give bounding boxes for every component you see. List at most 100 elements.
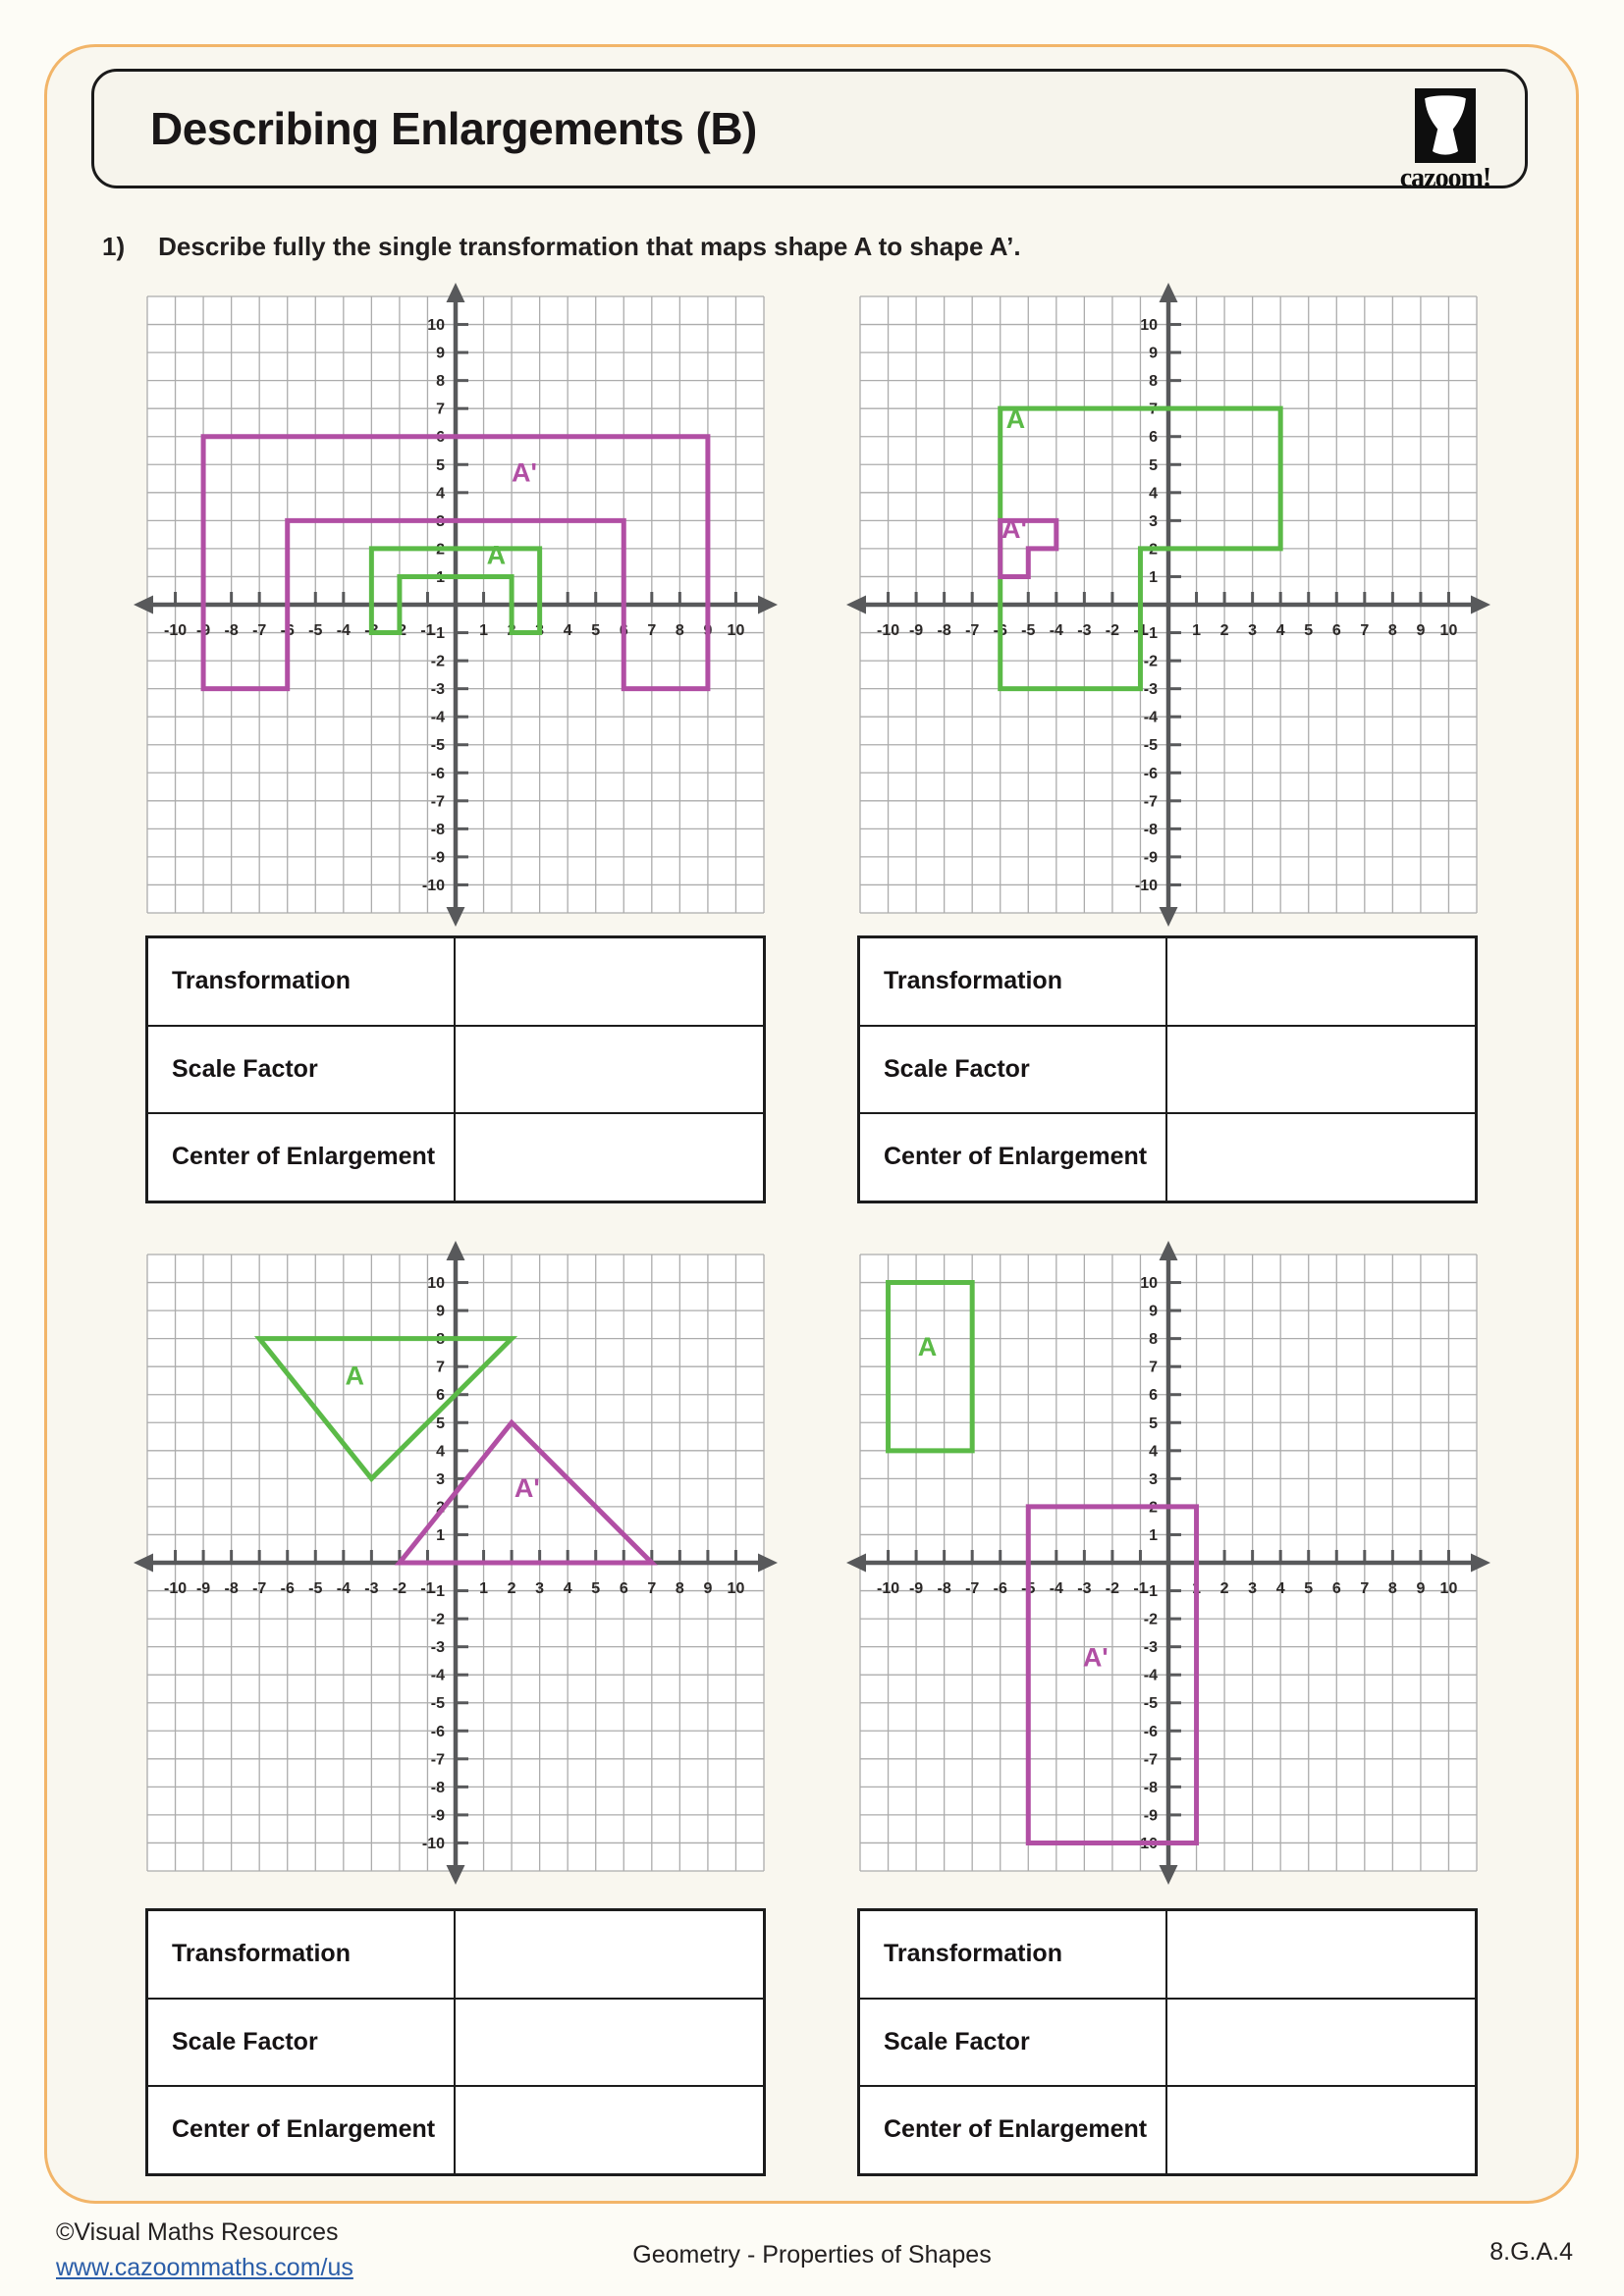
y-tick-label: 9: [1149, 1304, 1158, 1320]
x-tick-label: -7: [252, 622, 266, 639]
shape-label-A': A': [1083, 1643, 1109, 1673]
question-number: 1): [102, 232, 126, 261]
x-tick-label: 2: [508, 1580, 516, 1597]
shape-A: [886, 1280, 975, 1454]
answer-cell: [1167, 1911, 1475, 1998]
y-tick-label: -6: [1144, 1724, 1158, 1740]
x-tick-label: 9: [1416, 622, 1425, 639]
table-row: Transformation: [860, 1911, 1475, 2000]
x-tick-label: 1: [1192, 622, 1201, 639]
y-tick-label: -3: [1144, 1639, 1158, 1656]
x-tick-label: -5: [308, 622, 322, 639]
table-row: Center of Enlargement: [860, 2087, 1475, 2174]
x-tick-label: 2: [1220, 1580, 1229, 1597]
y-tick-label: -9: [1144, 849, 1158, 866]
x-tick-label: -8: [938, 622, 951, 639]
shape-A: [998, 405, 1283, 692]
shape-label-A: A: [918, 1332, 938, 1362]
table-row: Scale Factor: [860, 1999, 1475, 2088]
x-tick-label: -9: [196, 1580, 210, 1597]
y-tick-label: -5: [1144, 1695, 1158, 1712]
x-tick-label: 5: [1304, 622, 1313, 639]
x-tick-label: 10: [1440, 622, 1458, 639]
logo-wordmark: cazoom!: [1399, 163, 1492, 193]
x-tick-label: 6: [620, 1580, 628, 1597]
table-row: Center of Enlargement: [148, 1114, 763, 1201]
axis-arrow-left: [134, 1553, 153, 1573]
x-tick-label: 5: [1304, 1580, 1313, 1597]
table-row: Transformation: [860, 938, 1475, 1027]
row-label-transformation: Transformation: [860, 1911, 1167, 1998]
x-tick-label: 7: [647, 622, 656, 639]
axis-arrow-down: [1159, 1865, 1178, 1885]
shape-A: [368, 546, 543, 636]
x-tick-label: 8: [676, 1580, 684, 1597]
y-tick-label: -4: [431, 710, 445, 726]
answer-cell: [1167, 938, 1475, 1025]
y-tick-label: -5: [1144, 737, 1158, 754]
row-label-scale-factor: Scale Factor: [860, 1026, 1167, 1113]
x-tick-label: -10: [164, 622, 187, 639]
y-tick-label: -10: [422, 878, 445, 894]
x-tick-label: 7: [1360, 1580, 1369, 1597]
y-tick-label: -5: [431, 1695, 445, 1712]
y-tick-label: -2: [431, 654, 445, 670]
axis-arrow-right: [758, 1553, 778, 1573]
answer-cell: [456, 2000, 763, 2086]
x-tick-label: -2: [393, 1580, 406, 1597]
x-tick-label: 8: [1388, 622, 1397, 639]
answer-cell: [456, 2087, 763, 2173]
x-tick-label: 3: [1248, 622, 1257, 639]
x-tick-label: 8: [676, 622, 684, 639]
answer-cell: [456, 1027, 763, 1113]
x-tick-label: 7: [647, 1580, 656, 1597]
answer-cell: [1167, 2000, 1475, 2086]
y-tick-label: 3: [1149, 513, 1158, 530]
website-link[interactable]: www.cazoommaths.com/us: [56, 2254, 353, 2281]
x-tick-label: -7: [965, 1580, 979, 1597]
y-tick-label: 1: [1149, 1527, 1158, 1544]
coordinate-grid-4: -10 -9 -8 -7 -6 -5 -4 -3 -2 -1 1 2 3 4 5 6 7 8 9 10 10 9 8 7 6 5 4…: [844, 1239, 1492, 1887]
y-tick-label: 7: [436, 1360, 445, 1376]
answer-table-3: Transformation Scale Factor Center of En…: [145, 1908, 766, 2176]
table-row: Scale Factor: [148, 1026, 763, 1115]
axis-arrow-up: [446, 283, 465, 302]
x-tick-label: 3: [535, 1580, 544, 1597]
axis-arrow-down: [446, 1865, 465, 1885]
x-tick-label: -9: [909, 1580, 923, 1597]
row-label-scale-factor: Scale Factor: [148, 1026, 456, 1113]
table-row: Transformation: [148, 1911, 763, 2000]
coordinate-grid-2: -10 -9 -8 -7 -6 -5 -4 -3 -2 -1 1 2 3 4 5 6 7 8 9 10 10 9 8 7 6 5 4…: [844, 281, 1492, 929]
shape-label-A: A: [487, 541, 507, 570]
question-1: 1) Describe fully the single transformat…: [102, 232, 1021, 262]
y-tick-label: -10: [1135, 878, 1158, 894]
y-tick-label: 5: [436, 1415, 445, 1432]
x-tick-label: -1: [1133, 1580, 1147, 1597]
y-tick-label: 10: [1140, 317, 1158, 334]
y-tick-label: 9: [436, 1304, 445, 1320]
shape-label-A: A: [345, 1362, 364, 1391]
x-tick-label: -4: [1050, 1580, 1063, 1597]
x-tick-label: 3: [1248, 1580, 1257, 1597]
y-tick-label: 6: [436, 1387, 445, 1404]
y-tick-label: 5: [1149, 457, 1158, 474]
axis-arrow-up: [446, 1241, 465, 1260]
y-tick-label: -2: [1144, 654, 1158, 670]
y-tick-label: 8: [1149, 373, 1158, 390]
y-tick-label: 10: [427, 1275, 445, 1292]
y-tick-label: -2: [431, 1612, 445, 1629]
x-tick-label: 4: [564, 1580, 572, 1597]
y-tick-label: 6: [1149, 1387, 1158, 1404]
x-tick-label: -10: [877, 622, 899, 639]
x-tick-label: 9: [1416, 1580, 1425, 1597]
x-tick-label: -4: [337, 1580, 351, 1597]
row-label-scale-factor: Scale Factor: [148, 1999, 456, 2086]
answer-cell: [1167, 2087, 1475, 2173]
standard-code: 8.G.A.4: [1489, 2238, 1573, 2266]
y-tick-label: 3: [1149, 1471, 1158, 1488]
x-tick-label: 1: [479, 622, 488, 639]
shape-A': [200, 434, 711, 692]
y-tick-label: -3: [1144, 681, 1158, 698]
y-tick-label: -3: [431, 681, 445, 698]
